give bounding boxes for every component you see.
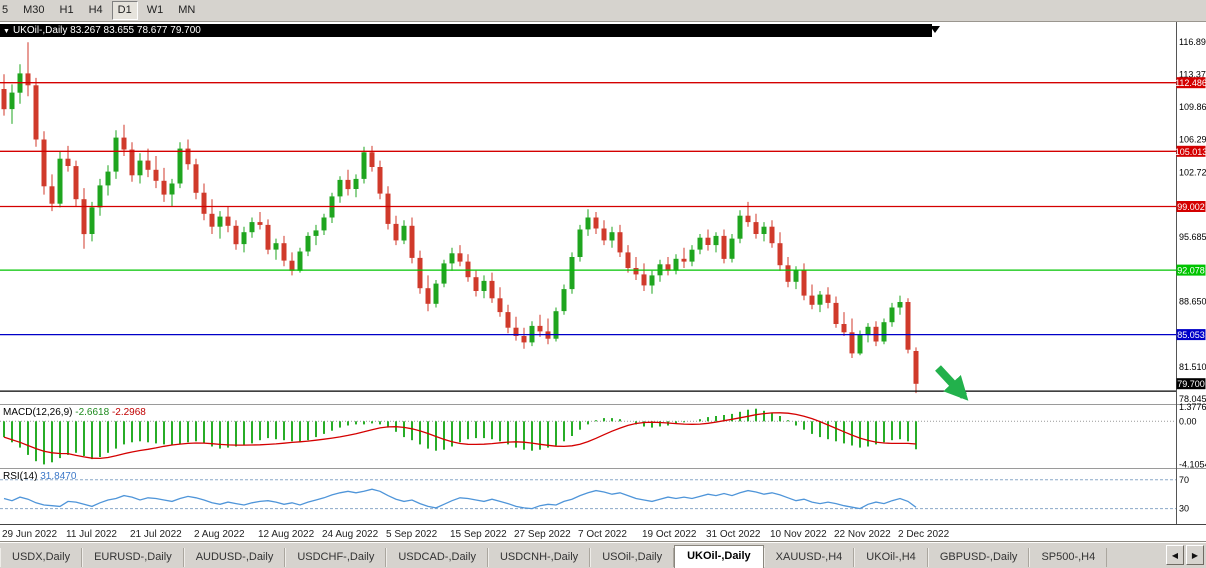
rsi-line <box>3 488 917 510</box>
svg-text:109.860: 109.860 <box>1179 102 1206 112</box>
timeframe-button-d1[interactable]: D1 <box>111 1 138 20</box>
symbol-tab-gbpusd-daily[interactable]: GBPUSD-,Daily <box>927 548 1030 567</box>
candlestick-series <box>1 42 919 394</box>
svg-text:1.3776: 1.3776 <box>1179 402 1206 412</box>
svg-text:0.00: 0.00 <box>1179 416 1197 426</box>
svg-text:21 Jul 2022: 21 Jul 2022 <box>130 529 182 540</box>
date-axis: 29 Jun 2022 11 Jul 2022 21 Jul 2022 2 Aug 2… <box>2 529 950 540</box>
horizontal-level-lines[interactable] <box>0 82 1176 392</box>
rsi-label: RSI(14) 31.8470 <box>3 471 77 482</box>
timeframe-button-h1[interactable]: H1 <box>59 4 74 16</box>
svg-text:-4.1054: -4.1054 <box>1179 459 1206 469</box>
timeframe-button-mn[interactable]: MN <box>178 4 196 16</box>
tabs-scroll-right-icon: ▶ <box>1191 550 1199 560</box>
symbol-tab-ukoil-daily[interactable]: UKOil-,Daily <box>674 545 764 568</box>
tab-scrollers: ◀ ▶ <box>1166 545 1204 565</box>
svg-text:11 Jul 2022: 11 Jul 2022 <box>66 529 117 540</box>
svg-text:81.510: 81.510 <box>1179 362 1206 372</box>
symbol-tab-usdchf-daily[interactable]: USDCHF-,Daily <box>285 548 387 567</box>
svg-text:27 Sep 2022: 27 Sep 2022 <box>514 529 571 540</box>
svg-text:99.002: 99.002 <box>1177 202 1205 212</box>
window-menu-icon: ▼ <box>3 28 10 35</box>
svg-text:22 Nov 2022: 22 Nov 2022 <box>834 529 891 540</box>
symbol-tab-eurusd-daily[interactable]: EURUSD-,Daily <box>82 548 184 567</box>
symbol-tab-usdcad-daily[interactable]: USDCAD-,Daily <box>386 548 488 567</box>
timeframe-button-m30[interactable]: M30 <box>23 4 45 16</box>
svg-text:7 Oct 2022: 7 Oct 2022 <box>578 529 627 540</box>
macd-label: MACD(12,26,9) -2.6618 -2.2968 <box>3 407 146 418</box>
chart-window-title-bar[interactable]: ▼ UKOil-,Daily 83.267 83.655 78.677 79.70… <box>0 24 932 37</box>
symbol-tab-usoil-daily[interactable]: USOil-,Daily <box>590 548 675 567</box>
price-axis: 116.895 113.378 109.860 106.290 102.720 95.68… <box>1179 37 1206 404</box>
svg-text:95.685: 95.685 <box>1179 232 1206 242</box>
chart-shift-marker[interactable] <box>930 26 940 33</box>
symbol-tab-ukoil-h4[interactable]: UKOil-,H4 <box>854 548 928 567</box>
timeframe-button-w1[interactable]: W1 <box>146 4 164 16</box>
svg-text:29 Jun 2022: 29 Jun 2022 <box>2 529 57 540</box>
down-arrow-annotation[interactable] <box>935 365 969 401</box>
svg-text:85.053: 85.053 <box>1177 330 1205 340</box>
macd-pane: 1.3776 0.00 -4.1054 MACD(12,26,9) -2.6618 -… <box>0 402 1206 469</box>
tabs-scroll-right-button[interactable]: ▶ <box>1186 545 1204 565</box>
svg-text:105.013: 105.013 <box>1175 147 1206 157</box>
svg-text:30: 30 <box>1179 504 1189 514</box>
timeframe-toolbar: 5 M30 H1 H4 D1 W1 MN <box>0 0 1206 22</box>
svg-text:88.650: 88.650 <box>1179 297 1206 307</box>
chart-canvas[interactable]: 116.895 113.378 109.860 106.290 102.720 95.68… <box>0 22 1206 541</box>
svg-text:12 Aug 2022: 12 Aug 2022 <box>258 529 315 540</box>
svg-text:19 Oct 2022: 19 Oct 2022 <box>642 529 697 540</box>
tabs-scroll-left-icon: ◀ <box>1171 550 1179 560</box>
symbol-tab-xauusd-h4[interactable]: XAUUSD-,H4 <box>763 548 855 567</box>
svg-text:10 Nov 2022: 10 Nov 2022 <box>770 529 827 540</box>
svg-text:113.378: 113.378 <box>1179 70 1206 80</box>
symbol-tab-bar: USDX,Daily EURUSD-,Daily AUDUSD-,Daily USDC… <box>0 541 1206 568</box>
symbol-tab-sp500-h4[interactable]: SP500-,H4 <box>1029 548 1108 567</box>
macd-signal-line <box>3 412 917 460</box>
svg-text:106.290: 106.290 <box>1179 135 1206 145</box>
chart-title-text: UKOil-,Daily 83.267 83.655 78.677 79.700 <box>12 25 201 36</box>
svg-text:116.895: 116.895 <box>1179 37 1206 47</box>
svg-text:31 Oct 2022: 31 Oct 2022 <box>706 529 761 540</box>
price-line-badges: 112.486 105.013 99.002 92.078 85.053 79.700 <box>1175 77 1206 390</box>
svg-text:79.700: 79.700 <box>1177 379 1205 389</box>
chart-background <box>0 22 1206 541</box>
svg-text:70: 70 <box>1179 475 1189 485</box>
svg-text:2 Aug 2022: 2 Aug 2022 <box>194 529 245 540</box>
svg-text:102.720: 102.720 <box>1179 167 1206 177</box>
tabs-scroll-left-button[interactable]: ◀ <box>1166 545 1184 565</box>
timeframe-button-5[interactable]: 5 <box>2 4 9 16</box>
svg-text:15 Sep 2022: 15 Sep 2022 <box>450 529 507 540</box>
symbol-tab-usdcnh-daily[interactable]: USDCNH-,Daily <box>487 548 591 567</box>
symbol-tabs: USDX,Daily EURUSD-,Daily AUDUSD-,Daily USDC… <box>0 542 1108 568</box>
timeframe-button-h4[interactable]: H4 <box>88 4 103 16</box>
svg-text:78.045: 78.045 <box>1179 394 1206 404</box>
svg-text:112.486: 112.486 <box>1175 78 1206 88</box>
svg-text:2 Dec 2022: 2 Dec 2022 <box>898 529 950 540</box>
svg-text:92.078: 92.078 <box>1177 266 1205 276</box>
svg-text:5 Sep 2022: 5 Sep 2022 <box>386 529 438 540</box>
symbol-tab-audusd-daily[interactable]: AUDUSD-,Daily <box>183 548 286 567</box>
svg-text:24 Aug 2022: 24 Aug 2022 <box>322 529 379 540</box>
rsi-pane: 70 30 RSI(14) 31.8470 <box>0 471 1189 514</box>
symbol-tab-usdx-daily[interactable]: USDX,Daily <box>0 548 83 567</box>
